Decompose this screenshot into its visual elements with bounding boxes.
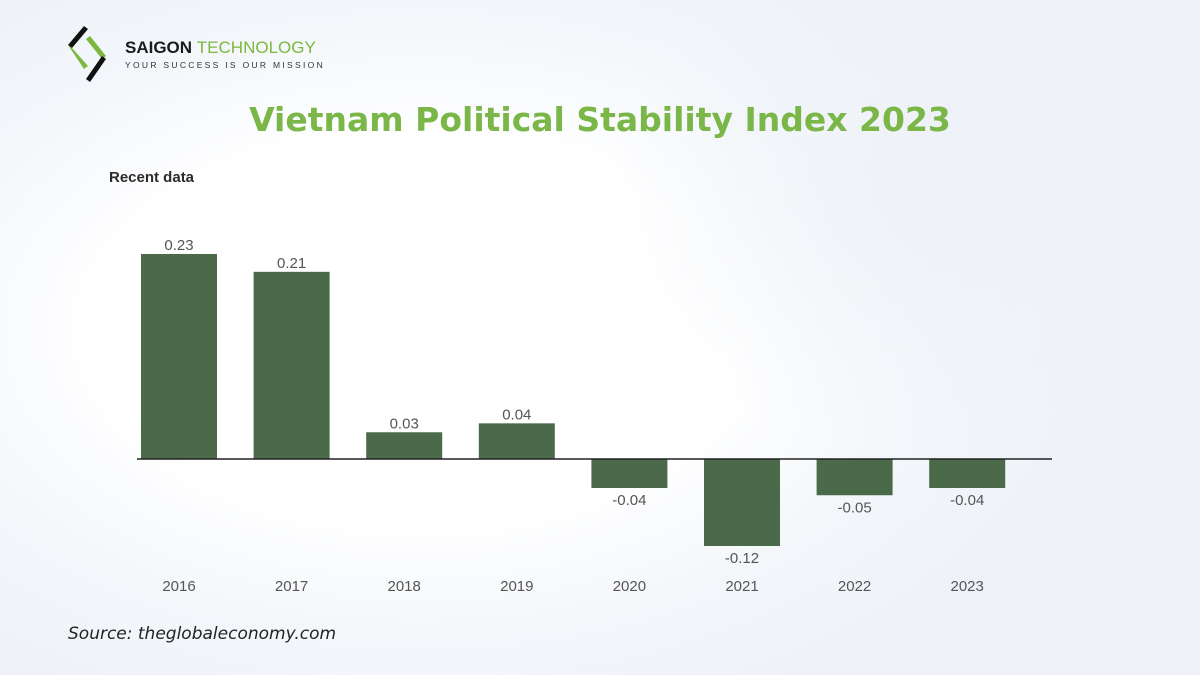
x-tick-label-2020: 2020 — [613, 578, 646, 595]
bar-2021 — [704, 459, 780, 546]
x-tick-label-2018: 2018 — [388, 578, 421, 595]
data-label-2018: 0.03 — [390, 415, 419, 432]
data-label-2017: 0.21 — [277, 255, 306, 272]
bar-2016 — [141, 254, 217, 459]
x-tick-label-2021: 2021 — [725, 578, 758, 595]
x-tick-labels-group: 2016 2017 2018 2019 2020 2021 2022 2023 — [162, 578, 984, 595]
data-label-2020: -0.04 — [612, 492, 646, 509]
brand-tagline: YOUR SUCCESS IS OUR MISSION — [125, 59, 326, 70]
data-labels-group: 0.23 0.21 0.03 0.04 -0.04 -0.12 -0.05 -0.04 — [164, 237, 984, 567]
bar-2022 — [816, 459, 893, 496]
chart-title: Vietnam Political Stability Index 2023 — [249, 100, 951, 139]
bar-2018 — [366, 432, 443, 459]
bar-2023 — [929, 459, 1006, 488]
brand-name: SAIGON TECHNOLOGY — [125, 37, 325, 57]
x-tick-label-2019: 2019 — [500, 578, 533, 595]
source-note: Source: theglobaleconomy.com — [68, 624, 337, 644]
data-label-2023: -0.04 — [950, 492, 984, 509]
bar-2020 — [591, 459, 668, 488]
data-label-2016: 0.23 — [164, 237, 193, 254]
bar-2019 — [478, 423, 555, 459]
chart-subtitle: Recent data — [109, 169, 195, 186]
x-tick-label-2016: 2016 — [162, 578, 195, 595]
brand-secondary: TECHNOLOGY — [196, 37, 316, 57]
company-logo: SAIGON TECHNOLOGY YOUR SUCCESS IS OUR MI… — [66, 26, 325, 82]
x-tick-label-2017: 2017 — [275, 578, 308, 595]
data-label-2022: -0.05 — [837, 499, 871, 516]
brand-primary: SAIGON — [125, 37, 193, 57]
bar-2017 — [253, 271, 330, 459]
saigon-technology-logo-icon — [68, 26, 106, 82]
data-label-2019: 0.04 — [502, 406, 531, 423]
data-label-2021: -0.12 — [725, 550, 759, 567]
x-tick-label-2022: 2022 — [838, 578, 871, 595]
x-tick-label-2023: 2023 — [951, 578, 984, 595]
bars-group — [141, 254, 1006, 546]
